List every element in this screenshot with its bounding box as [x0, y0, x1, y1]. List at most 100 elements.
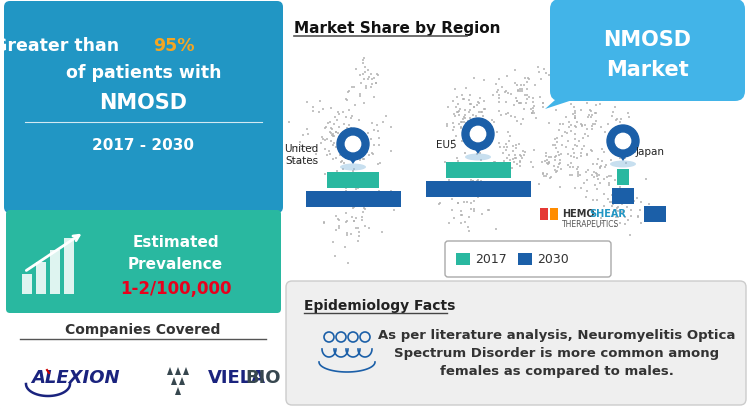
Point — [591, 172, 603, 178]
Point — [632, 214, 644, 221]
Point — [511, 162, 523, 168]
Point — [330, 145, 342, 151]
Point — [343, 132, 355, 139]
Bar — [540, 209, 548, 220]
Point — [555, 166, 567, 173]
Point — [497, 151, 509, 157]
Point — [607, 209, 619, 215]
Point — [595, 215, 607, 221]
Point — [466, 102, 478, 108]
Point — [550, 157, 562, 164]
Point — [518, 153, 530, 160]
Point — [347, 138, 359, 144]
Point — [569, 136, 581, 143]
Point — [591, 162, 603, 168]
Point — [433, 201, 445, 208]
Point — [581, 101, 593, 107]
Point — [346, 204, 358, 210]
Point — [576, 124, 588, 130]
Point — [368, 184, 380, 191]
Point — [283, 120, 295, 126]
Point — [550, 153, 562, 160]
Point — [511, 99, 523, 106]
Point — [533, 182, 545, 188]
Point — [604, 173, 616, 180]
Point — [628, 198, 640, 205]
Point — [503, 90, 515, 97]
Point — [606, 203, 618, 209]
Circle shape — [345, 137, 361, 152]
Point — [544, 155, 556, 161]
Point — [602, 121, 614, 128]
Point — [358, 205, 370, 211]
Point — [354, 157, 366, 164]
Point — [376, 229, 388, 235]
Point — [364, 71, 376, 78]
Point — [442, 105, 454, 111]
Point — [341, 198, 353, 204]
Point — [457, 92, 469, 99]
Point — [349, 85, 361, 92]
Point — [362, 68, 374, 74]
Point — [368, 202, 380, 209]
Point — [318, 220, 330, 227]
Circle shape — [470, 127, 486, 142]
Point — [352, 183, 364, 189]
Point — [463, 192, 475, 198]
Polygon shape — [545, 92, 600, 110]
Polygon shape — [175, 387, 181, 395]
Text: THERAPEUTICS: THERAPEUTICS — [562, 220, 620, 229]
Point — [472, 99, 484, 106]
Point — [501, 73, 513, 80]
Point — [463, 181, 475, 187]
Point — [338, 197, 350, 204]
Point — [334, 146, 346, 153]
Point — [333, 223, 345, 229]
Point — [514, 82, 526, 89]
Point — [505, 92, 517, 99]
Point — [322, 120, 334, 126]
Point — [626, 146, 638, 153]
Point — [510, 142, 522, 148]
Point — [572, 164, 584, 171]
Point — [554, 121, 566, 128]
Point — [618, 200, 630, 207]
Point — [328, 134, 340, 140]
Point — [506, 165, 518, 172]
Point — [490, 226, 502, 232]
Point — [568, 111, 580, 117]
Point — [590, 121, 602, 128]
Point — [380, 114, 392, 120]
Point — [603, 182, 615, 189]
Point — [622, 130, 634, 137]
Point — [614, 120, 626, 126]
Point — [471, 151, 483, 158]
Point — [514, 86, 526, 93]
Point — [580, 127, 592, 133]
Point — [554, 151, 566, 158]
Polygon shape — [466, 139, 489, 155]
Point — [476, 157, 488, 164]
Point — [603, 180, 615, 187]
Point — [470, 103, 482, 109]
Point — [450, 104, 462, 110]
Point — [514, 163, 526, 170]
Point — [448, 137, 460, 144]
Point — [308, 160, 320, 166]
Point — [509, 155, 521, 162]
Point — [585, 147, 597, 153]
Point — [358, 56, 370, 63]
Point — [491, 90, 503, 96]
Point — [454, 120, 466, 126]
Point — [509, 153, 521, 159]
Point — [598, 203, 610, 210]
Point — [615, 198, 627, 204]
Point — [350, 187, 362, 193]
Point — [320, 126, 332, 133]
Point — [470, 186, 482, 193]
Point — [332, 216, 344, 223]
Point — [509, 81, 520, 87]
Point — [333, 217, 345, 223]
Point — [452, 110, 464, 117]
Point — [566, 160, 578, 167]
